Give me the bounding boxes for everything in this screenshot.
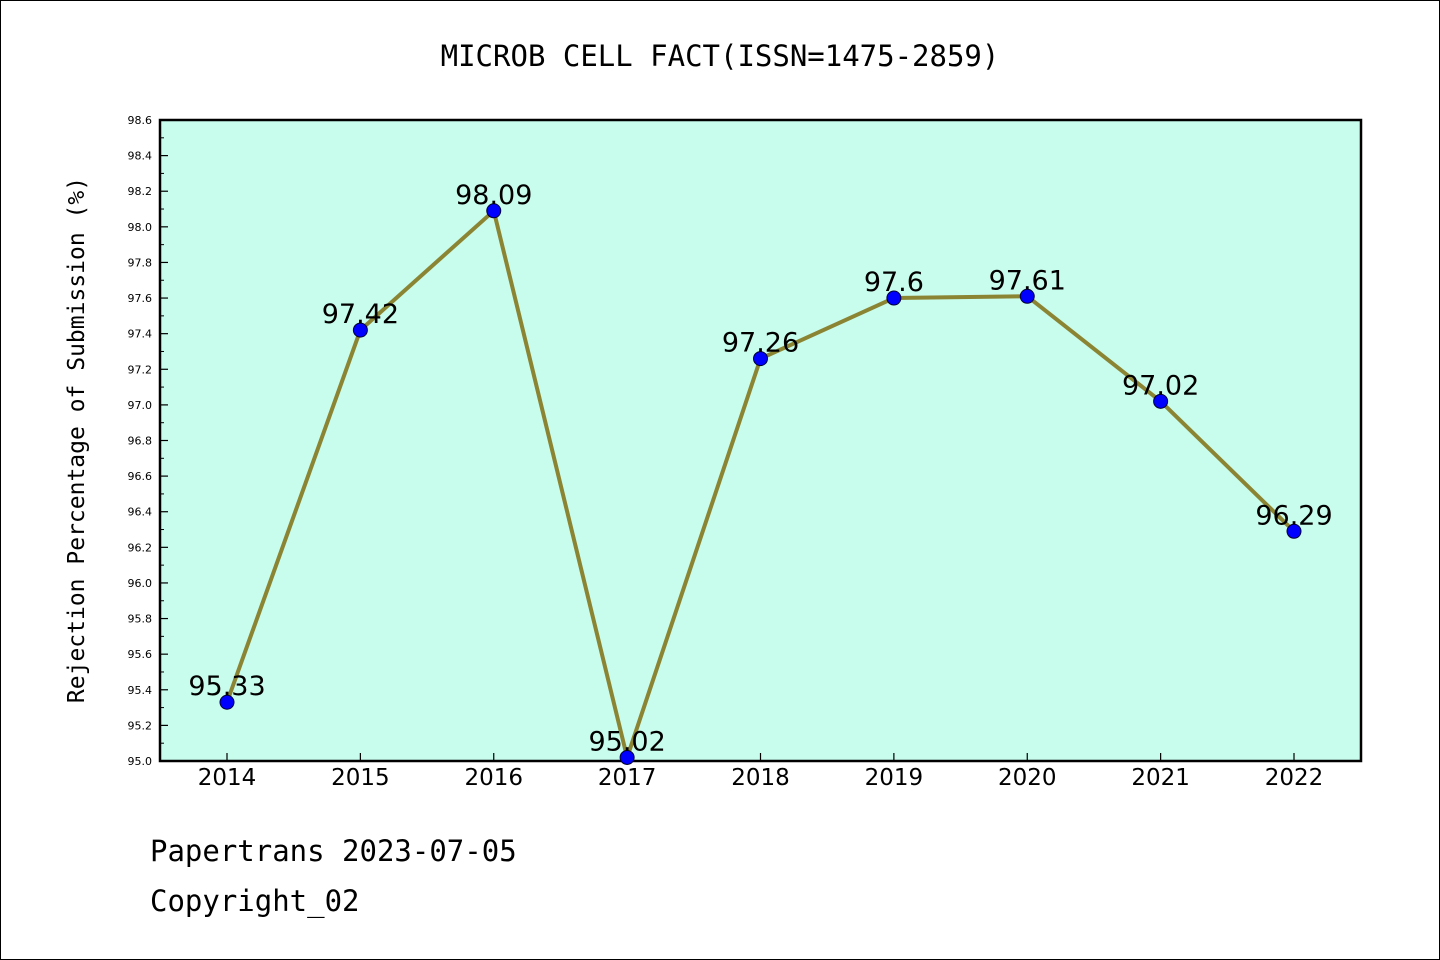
x-tick-label: 2014 — [198, 765, 257, 791]
y-tick-label: 95.0 — [128, 755, 153, 768]
y-tick-label: 96.8 — [128, 435, 153, 448]
y-tick-label: 98.6 — [128, 114, 153, 127]
series-layer: 95.33 97.42 98.09 95.02 97.26 97.6 97.61 97.02 9… — [188, 180, 1333, 765]
data-point — [486, 203, 502, 219]
x-tick-label: 2020 — [998, 765, 1057, 791]
y-tick-label: 98.0 — [128, 221, 153, 234]
data-label: 95.02 — [588, 726, 665, 757]
plot-area — [158, 118, 1363, 763]
data-point — [1153, 393, 1169, 409]
y-tick-label: 96.0 — [128, 577, 153, 590]
y-tick-label: 95.2 — [128, 719, 153, 732]
data-point — [1286, 523, 1302, 539]
data-label: 97.42 — [322, 299, 399, 330]
y-tick-label: 95.4 — [128, 684, 153, 697]
x-tick-label: 2022 — [1265, 765, 1324, 791]
x-tick-label: 2015 — [331, 765, 390, 791]
data-point — [219, 694, 235, 710]
y-axis-title: Rejection Percentage of Submission (%) — [64, 177, 90, 703]
data-label: 95.33 — [188, 671, 265, 702]
data-label: 97.61 — [989, 265, 1066, 296]
y-tick-label: 97.0 — [128, 399, 153, 412]
y-tick-label: 97.4 — [128, 328, 153, 341]
data-point — [1019, 288, 1035, 304]
y-tick-label: 95.6 — [128, 648, 153, 661]
x-tick-label: 2021 — [1131, 765, 1190, 791]
data-label: 97.02 — [1122, 370, 1199, 401]
x-tick-label: 2018 — [731, 765, 790, 791]
x-axis: 2014 2015 2016 2017 2018 2019 2020 2021 2022 — [198, 753, 1324, 791]
data-label: 97.26 — [722, 328, 799, 359]
y-tick-label: 95.8 — [128, 613, 153, 626]
y-tick-label: 98.2 — [128, 185, 153, 198]
y-tick-label: 97.2 — [128, 363, 153, 376]
chart-title: MICROB CELL FACT(ISSN=1475-2859) — [441, 39, 1000, 73]
y-tick-label: 96.2 — [128, 541, 153, 554]
data-label: 96.29 — [1255, 500, 1332, 531]
y-tick-label: 96.6 — [128, 470, 153, 483]
y-tick-label: 98.4 — [128, 150, 153, 163]
x-tick-label: 2016 — [464, 765, 523, 791]
data-point — [352, 322, 368, 338]
x-tick-label: 2019 — [865, 765, 924, 791]
x-tick-label: 2017 — [598, 765, 657, 791]
y-tick-label: 97.8 — [128, 256, 153, 269]
data-point — [753, 351, 768, 367]
data-label: 98.09 — [455, 180, 532, 211]
data-label: 97.6 — [864, 267, 924, 298]
y-axis: 95.0 95.2 95.4 95.6 95.8 96.0 96.2 96.4 96.6 96.8… — [128, 114, 168, 768]
y-tick-label: 97.6 — [128, 292, 153, 305]
data-point — [886, 290, 902, 306]
y-tick-label: 96.4 — [128, 506, 153, 519]
footer-copyright: Copyright_02 — [150, 884, 360, 918]
data-point — [619, 749, 635, 765]
footer-date: Papertrans 2023-07-05 — [150, 834, 517, 868]
